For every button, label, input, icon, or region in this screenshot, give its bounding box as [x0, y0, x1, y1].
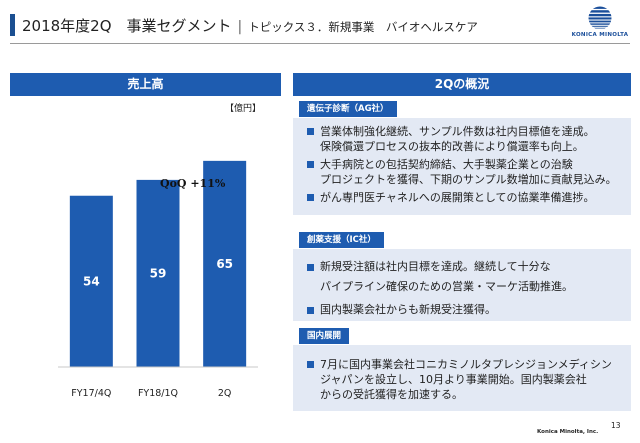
bar-value-label: 59 [150, 266, 167, 280]
square-bullet-icon [307, 306, 314, 314]
section-content-genetic-diagnosis: 営業体制強化継続、サンプル件数は社内目標値を達成。 保険償還プロセスの抜本的改善… [307, 124, 625, 208]
page-title-main: 2018年度2Q 事業セグメント [22, 17, 232, 35]
company-logo: KONICA MINOLTA [565, 6, 635, 42]
chart-svg: 54 FY17/4Q 59 FY18/1Q 65 2Q [58, 160, 258, 399]
bullet-text: 営業体制強化継続、サンプル件数は社内目標値を達成。 保険償還プロセスの抜本的改善… [320, 125, 595, 153]
bullet-text: がん専門医チャネルへの展開策としての協業準備進捗。 [320, 191, 595, 204]
list-item: 大手病院との包括契約締結、大手製薬企業との治験 プロジェクトを獲得、下期のサンプ… [307, 157, 625, 187]
section-content-drug-discovery: 新規受注額は社内目標を達成。継続して十分な パイプライン確保のための営業・マーケ… [307, 257, 625, 323]
bullet-text: 国内製薬会社からも新規受注獲得。 [320, 303, 496, 316]
unit-label: 【億円】 [225, 104, 262, 114]
page-title-subtitle: トピックス３．新規事業 バイオヘルスケア [248, 20, 478, 34]
list-item: がん専門医チャネルへの展開策としての協業準備進捗。 [307, 190, 625, 205]
footer-brand: Konica Minolta, Inc. [537, 429, 599, 435]
title-separator: | [237, 19, 243, 35]
header-accent-bar [10, 14, 15, 36]
x-tick-label: FY18/1Q [138, 388, 178, 399]
square-bullet-icon [307, 361, 314, 368]
square-bullet-icon [307, 161, 314, 168]
qoq-annotation: QoQ +11% [160, 177, 226, 190]
logo-text: KONICA MINOLTA [571, 32, 629, 38]
section-content-domestic: 7月に国内事業会社コニカミノルタプレシジョンメディシン ジャパンを設立し、10月… [307, 357, 625, 405]
bar-value-label: 65 [216, 257, 233, 271]
bar-FY18/1Q [136, 179, 180, 367]
x-tick-label: FY17/4Q [71, 388, 111, 399]
section-tag-drug-discovery: 創薬支援（IC社） [299, 232, 384, 248]
section-tag-domestic: 国内展開 [299, 328, 350, 344]
section-drug-discovery [293, 249, 631, 321]
x-tick-label: 2Q [218, 388, 232, 399]
list-item: 営業体制強化継続、サンプル件数は社内目標値を達成。 保険償還プロセスの抜本的改善… [307, 124, 625, 154]
section-tag-genetic-diagnosis: 遺伝子診断（AG社） [299, 101, 397, 117]
list-item: 7月に国内事業会社コニカミノルタプレシジョンメディシン ジャパンを設立し、10月… [307, 357, 625, 402]
square-bullet-icon [307, 263, 314, 271]
square-bullet-icon [307, 194, 314, 201]
bullet-text: 新規受注額は社内目標を達成。継続して十分な パイプライン確保のための営業・マーケ… [320, 260, 573, 293]
list-item: 国内製薬会社からも新規受注獲得。 [307, 300, 625, 320]
section-genetic-diagnosis [293, 118, 631, 215]
list-item: 新規受注額は社内目標を達成。継続して十分な パイプライン確保のための営業・マーケ… [307, 257, 625, 297]
section-domestic [293, 345, 631, 411]
sales-panel-header: 売上高 [10, 73, 281, 96]
bullet-text: 大手病院との包括契約締結、大手製薬企業との治験 プロジェクトを獲得、下期のサンプ… [320, 158, 617, 186]
globe-logo-icon [588, 6, 612, 30]
overview-panel-header: 2Qの概況 [293, 73, 631, 96]
square-bullet-icon [307, 128, 314, 135]
bar-value-label: 54 [83, 274, 100, 288]
bullet-text: 7月に国内事業会社コニカミノルタプレシジョンメディシン ジャパンを設立し、10月… [320, 358, 612, 401]
page-title: 2018年度2Q 事業セグメント | トピックス３．新規事業 バイオヘルスケア [22, 14, 478, 38]
page-number: 13 [611, 421, 621, 430]
header-divider [10, 43, 630, 44]
bar-2Q [203, 160, 247, 367]
bar-FY17/4Q [69, 195, 113, 367]
sales-bar-chart: 54 FY17/4Q 59 FY18/1Q 65 2Q [10, 110, 281, 410]
